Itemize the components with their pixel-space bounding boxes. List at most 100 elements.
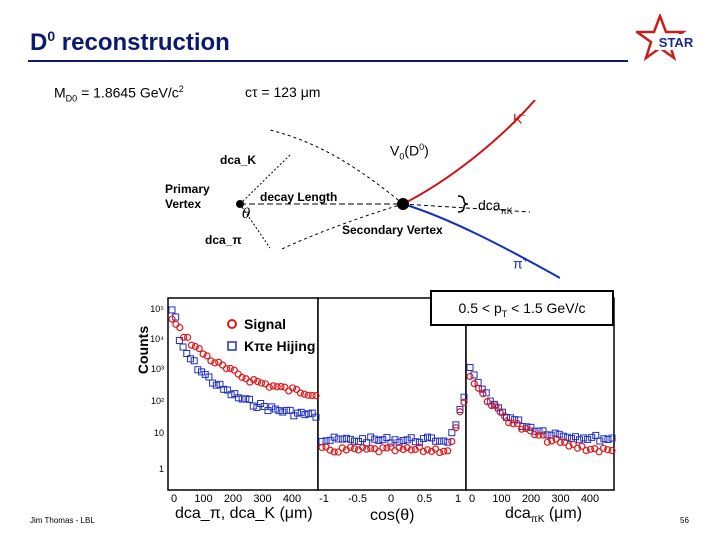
signal-marker [226, 364, 234, 373]
signal-marker [230, 366, 238, 374]
pi-track-extrapolation [279, 203, 404, 251]
bkg-marker [440, 437, 448, 445]
signal-marker [211, 359, 219, 367]
bkg-marker [452, 421, 460, 429]
bkg-marker [253, 403, 261, 411]
bkg-marker [209, 379, 217, 387]
signal-marker [273, 383, 281, 391]
ctau-label: cτ = 123 μm [245, 84, 321, 100]
bkg-marker [444, 438, 452, 446]
signal-marker [565, 442, 573, 450]
secondary-vertex-label: Secondary Vertex [342, 223, 443, 237]
signal-marker [582, 446, 590, 455]
signal-marker [375, 448, 383, 456]
bkg-marker [334, 435, 342, 443]
x-tick-label: 100 [492, 493, 510, 505]
signal-marker [387, 443, 395, 451]
dca-k-label: dca_K [220, 153, 256, 167]
pt-range-box: 0.5 < pT < 1.5 GeV/c [430, 290, 614, 326]
bkg-marker [403, 436, 411, 444]
signal-marker [487, 401, 496, 410]
signal-marker [183, 333, 192, 341]
signal-marker [479, 390, 487, 398]
signal-marker [535, 431, 543, 439]
bkg-marker [584, 435, 592, 443]
bkg-marker [432, 437, 440, 445]
x-tick-label: 0 [469, 493, 475, 505]
signal-marker [456, 408, 464, 416]
signal-marker [539, 431, 547, 439]
bkg-marker [367, 433, 375, 441]
signal-marker [289, 384, 297, 392]
decay-length-label: decay Length [260, 190, 337, 204]
bkg-marker [346, 435, 354, 443]
signal-marker [269, 382, 277, 390]
signal-marker [407, 446, 415, 454]
signal-marker [518, 425, 526, 433]
signal-marker [334, 448, 342, 456]
bkg-marker [383, 434, 391, 442]
bkg-marker [395, 438, 403, 446]
bkg-marker [342, 434, 350, 442]
signal-marker [254, 377, 262, 386]
bkg-marker [305, 410, 313, 418]
signal-marker [207, 357, 215, 365]
y-tick-label: 10⁴ [150, 334, 164, 344]
signal-marker [608, 446, 616, 455]
signal-marker [496, 408, 504, 416]
signal-marker [199, 350, 207, 358]
panel-2-frame [317, 297, 467, 491]
signal-marker [367, 444, 375, 452]
bkg-marker [246, 395, 254, 403]
signal-marker [300, 390, 308, 398]
bkg-marker [448, 429, 456, 437]
x-tick-label: 100 [194, 493, 212, 505]
signal-marker [470, 380, 478, 388]
bkg-marker [216, 380, 224, 388]
legend-signal-label: Signal [244, 316, 286, 332]
bkg-marker [308, 409, 316, 417]
signal-marker [399, 445, 407, 454]
signal-marker [436, 448, 444, 457]
signal-marker [561, 438, 569, 446]
signal-marker [350, 445, 359, 453]
title-underline [28, 60, 628, 62]
signal-marker [312, 391, 320, 400]
bkg-marker [470, 371, 478, 379]
bkg-marker [596, 437, 604, 445]
star-logo-icon: STAR [636, 14, 696, 62]
signal-marker [308, 391, 316, 400]
bkg-marker [359, 435, 367, 443]
signal-marker [330, 448, 338, 456]
bkg-marker [539, 427, 547, 435]
x-tick-label: 200 [522, 493, 540, 505]
y-axis-label: Counts [135, 326, 151, 374]
signal-marker [203, 352, 211, 360]
x-tick-labels: 0 100 200 300 400 -1 -0.5 0 0.5 1 0 100 200 300 400 [171, 493, 599, 505]
signal-marker [586, 445, 595, 453]
x-tick-label: 200 [224, 493, 242, 505]
panel-2-markers [318, 393, 468, 457]
signal-marker [292, 385, 301, 394]
signal-marker [569, 440, 577, 448]
signal-marker [176, 323, 184, 332]
panel-3-markers [466, 363, 616, 456]
bkg-marker [466, 363, 474, 371]
bkg-marker [234, 394, 242, 402]
signal-marker [475, 384, 483, 392]
signal-marker [599, 444, 607, 452]
bkg-marker [249, 402, 257, 410]
signal-marker [595, 448, 603, 456]
bkg-marker [419, 435, 427, 443]
bkg-marker [275, 407, 283, 415]
bkg-marker [411, 438, 419, 446]
signal-marker [548, 437, 556, 445]
signal-marker [363, 445, 371, 453]
signal-marker [423, 446, 432, 454]
signal-marker [250, 375, 258, 384]
y-tick-label: 10⁵ [150, 304, 164, 314]
bkg-marker [436, 437, 444, 445]
bkg-marker [608, 434, 616, 442]
bkg-marker [190, 357, 198, 365]
